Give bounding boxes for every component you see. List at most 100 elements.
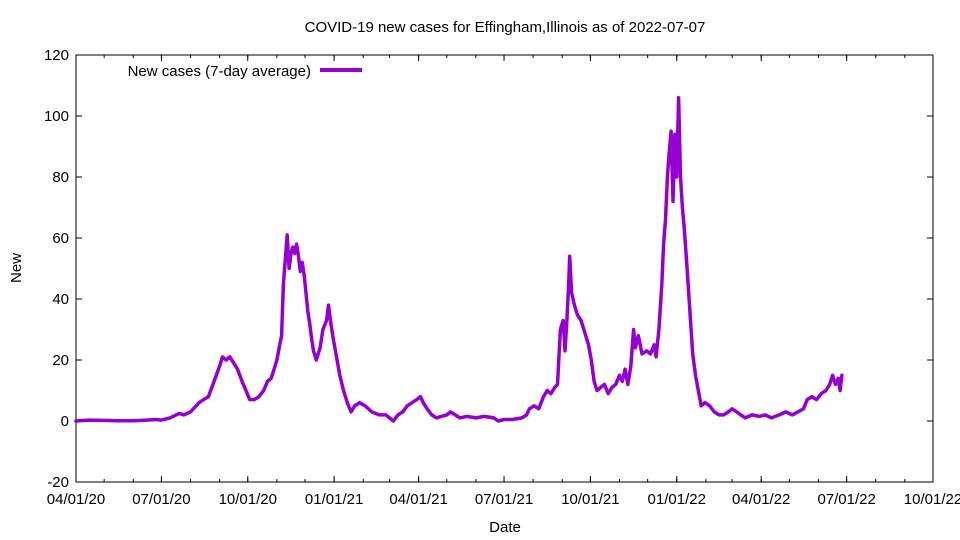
data-point: [232, 361, 235, 365]
data-point: [293, 252, 296, 255]
data-point: [623, 367, 627, 371]
data-point: [439, 415, 443, 418]
data-point: [722, 413, 725, 417]
data-point: [657, 328, 661, 331]
x-tick-label: 04/01/21: [389, 491, 447, 508]
data-point: [384, 413, 387, 417]
data-point: [525, 413, 528, 417]
x-tick-label: 04/01/22: [732, 491, 790, 508]
x-axis-title: Date: [489, 519, 521, 536]
data-point: [579, 319, 583, 322]
y-tick-label: 100: [44, 108, 69, 125]
data-point: [262, 389, 265, 392]
x-tick-label: 04/01/20: [47, 491, 105, 508]
data-point: [280, 334, 283, 337]
data-point: [189, 410, 192, 414]
data-point: [777, 413, 781, 417]
data-point: [182, 413, 186, 417]
data-point: [629, 364, 632, 368]
data-point: [587, 343, 590, 346]
data-point: [168, 416, 172, 420]
data-point: [445, 413, 448, 417]
data-point: [302, 273, 306, 276]
data-point: [626, 383, 630, 386]
data-point: [570, 291, 573, 295]
data-point: [378, 413, 381, 417]
data-point: [576, 313, 579, 316]
data-point: [353, 404, 356, 407]
data-point: [297, 255, 300, 258]
y-tick-label: 120: [44, 47, 69, 64]
data-point: [318, 346, 322, 349]
data-point: [683, 227, 686, 230]
data-point: [160, 418, 163, 422]
data-point: [492, 416, 495, 420]
data-point: [675, 175, 678, 179]
y-axis-title: New: [8, 253, 25, 283]
data-point: [595, 389, 599, 392]
data-point: [660, 285, 663, 288]
plot-border: [75, 54, 934, 483]
data-point: [590, 358, 593, 362]
data-point: [632, 328, 635, 331]
data-point: [338, 374, 341, 377]
data-point: [370, 410, 373, 414]
data-point: [603, 383, 606, 386]
y-tick-label: 40: [52, 291, 69, 308]
data-point: [358, 401, 361, 404]
data-point: [349, 410, 353, 414]
data-point: [791, 413, 794, 417]
data-point: [735, 410, 738, 414]
data-point: [474, 416, 478, 420]
data-point: [332, 337, 335, 340]
data-point: [840, 374, 844, 377]
data-point: [511, 418, 514, 421]
data-point: [834, 383, 837, 386]
axis-tick-labels: -20 0 20 40 60 80 100 120 04/01/20 07/01/20 10/01/…: [44, 47, 960, 508]
data-point: [634, 346, 637, 349]
data-point: [562, 319, 565, 322]
data-point: [831, 374, 834, 377]
data-point: [211, 383, 215, 386]
data-point: [666, 175, 669, 179]
data-point: [103, 419, 106, 422]
data-point: [607, 392, 610, 395]
data-point: [713, 410, 716, 414]
data-point: [567, 279, 570, 282]
y-tick-label: 60: [52, 230, 69, 247]
data-point: [178, 412, 181, 415]
data-point: [679, 175, 682, 179]
data-point: [824, 389, 828, 392]
data-point: [677, 96, 680, 99]
data-point: [546, 389, 549, 392]
data-point: [614, 383, 617, 386]
data-point: [221, 355, 224, 359]
data-point: [708, 404, 711, 407]
data-point: [681, 206, 684, 209]
data-point: [697, 389, 700, 392]
data-point: [406, 404, 409, 407]
data-point: [750, 413, 753, 417]
data-point: [828, 383, 831, 386]
data-point: [685, 267, 689, 270]
data-point: [618, 374, 621, 377]
data-point: [207, 395, 210, 398]
data-point: [286, 233, 289, 237]
data-point: [289, 252, 293, 255]
data-point: [694, 374, 697, 377]
data-point: [703, 401, 707, 404]
x-tick-label: 10/01/21: [561, 491, 619, 508]
data-point: [284, 258, 287, 261]
data-point: [253, 398, 256, 401]
x-tick-label: 07/01/22: [817, 491, 875, 508]
data-point: [465, 415, 468, 418]
data-point: [730, 407, 734, 410]
x-tick-label: 01/01/22: [648, 491, 706, 508]
data-point: [592, 380, 596, 383]
data-point: [291, 245, 294, 249]
data-point: [568, 255, 571, 258]
data-point: [758, 415, 761, 418]
data-point: [563, 349, 567, 353]
data-point: [278, 343, 281, 346]
